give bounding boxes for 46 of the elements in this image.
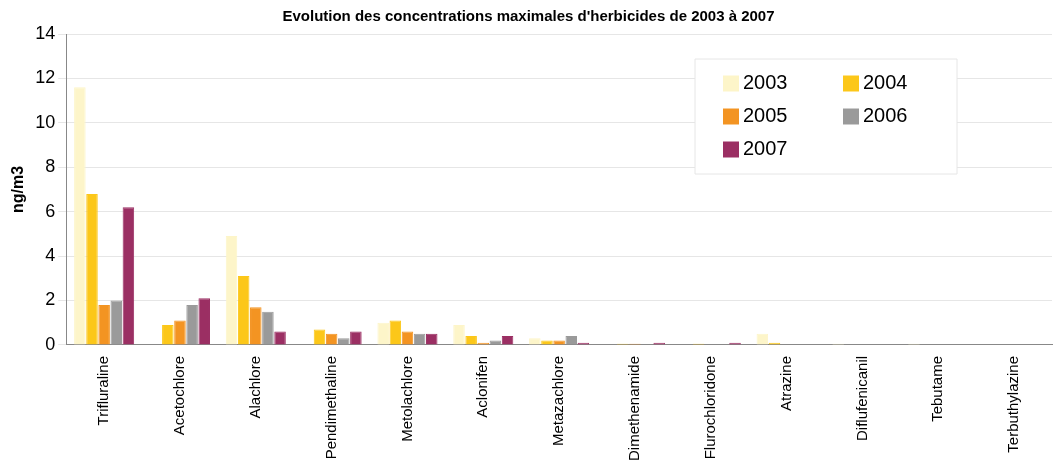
x-tick-label: Aclonifen — [473, 355, 491, 418]
bar — [250, 307, 262, 345]
bar — [186, 304, 198, 345]
bar — [110, 300, 123, 345]
bar — [162, 324, 174, 345]
bar — [262, 311, 274, 345]
y-tick-label: 6 — [45, 200, 56, 221]
bar — [122, 207, 135, 345]
bar — [98, 304, 110, 345]
x-tick-label: Terbuthylazine — [1004, 355, 1022, 453]
y-tick-label: 4 — [45, 245, 56, 266]
y-tick-label: 2 — [45, 289, 56, 310]
legend-label: 2003 — [743, 71, 788, 94]
chart-title: Evolution des concentrations maximales d'herbicides de 2003 à 2007 — [282, 7, 775, 25]
y-tick-label: 8 — [45, 156, 56, 177]
x-tick-label: Dimethenamide — [625, 355, 643, 462]
bar — [174, 320, 186, 345]
x-tick-label: Metazachlore — [549, 355, 567, 446]
x-tick-label: Tebutame — [928, 355, 946, 422]
bar — [86, 193, 98, 345]
legend-label: 2005 — [743, 104, 788, 127]
x-tick-label: Metolachlore — [397, 355, 415, 442]
legend-label: 2007 — [743, 137, 788, 160]
bar — [74, 87, 86, 345]
y-tick-label: 10 — [35, 111, 56, 132]
x-tick-label: Diflufenicanil — [852, 355, 870, 441]
bar — [377, 322, 389, 345]
bar — [389, 320, 402, 345]
y-tick-label: 12 — [35, 67, 56, 88]
y-tick-label: 14 — [35, 22, 56, 43]
y-axis-title: ng/m3 — [9, 165, 27, 214]
x-tick-label: Trifluraline — [94, 355, 112, 426]
y-tick-label: 0 — [45, 333, 56, 354]
x-tick-label: Alachlore — [245, 355, 263, 419]
bar — [225, 236, 238, 345]
legend-label: 2006 — [863, 104, 908, 127]
bar — [453, 324, 465, 345]
x-tick-label: Flurochloridone — [700, 355, 718, 460]
legend-label: 2004 — [863, 71, 908, 94]
bar — [529, 338, 541, 345]
x-tick-label: Acetochlore — [170, 355, 188, 436]
x-tick-label: Pendimethaline — [321, 355, 339, 460]
bar — [198, 298, 210, 345]
x-tick-label: Atrazine — [776, 355, 794, 411]
bar — [237, 276, 250, 345]
bar — [337, 338, 350, 345]
